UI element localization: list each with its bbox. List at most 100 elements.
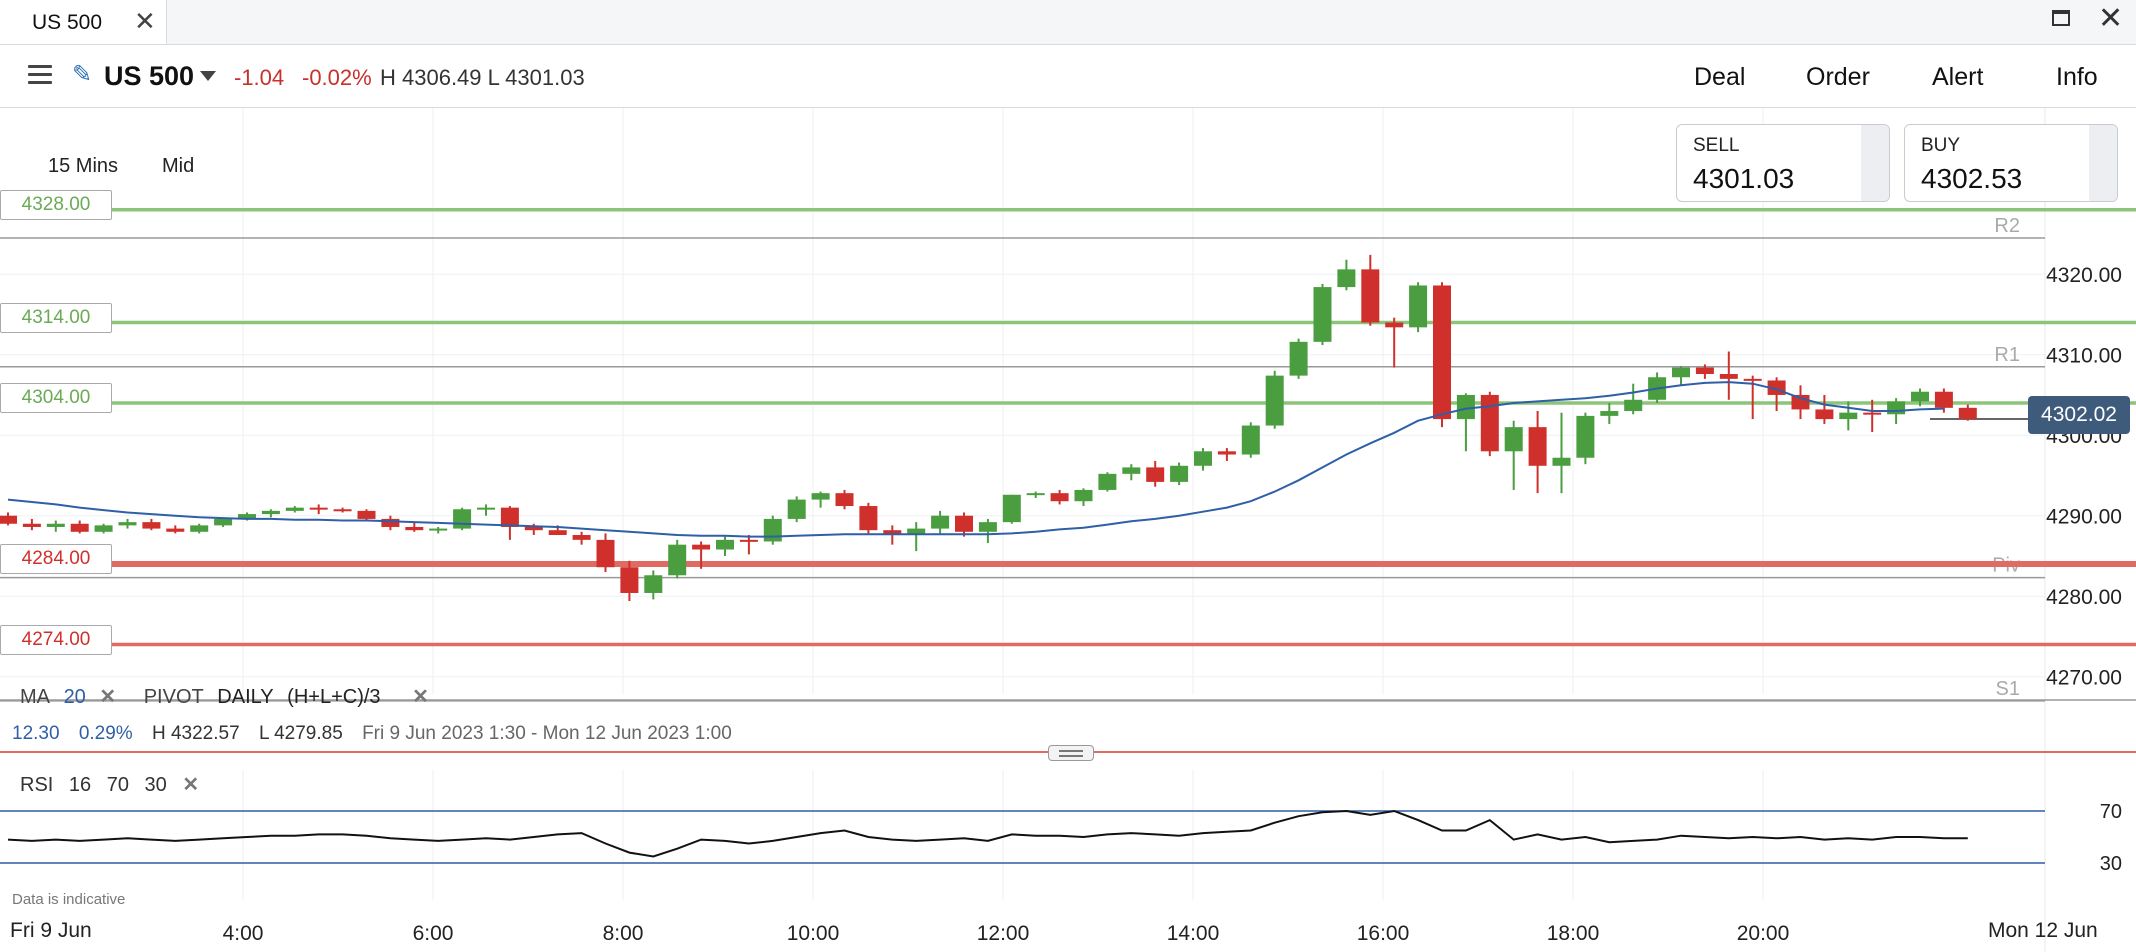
candle-body <box>1456 394 1475 420</box>
candle-body <box>1863 412 1882 415</box>
candle-body <box>1719 374 1738 379</box>
candle-body <box>1026 493 1045 496</box>
rsi-lower[interactable]: 30 <box>144 774 167 796</box>
candle-body <box>190 525 209 532</box>
candle-body <box>1743 378 1762 381</box>
level-label[interactable]: 4328.00 <box>0 190 112 220</box>
candle-body <box>1624 399 1643 412</box>
remove-pivot-icon[interactable]: ✕ <box>412 686 429 708</box>
ma-line <box>7 381 1944 538</box>
chevron-down-icon[interactable] <box>200 71 216 81</box>
candle-body <box>1337 269 1356 288</box>
tab-us500[interactable]: US 500 ✕ <box>0 0 167 44</box>
range-high: H 4322.57 <box>151 723 240 744</box>
ma-label[interactable]: MA <box>20 686 50 708</box>
candle-body <box>94 525 113 532</box>
ma-period[interactable]: 20 <box>63 686 86 708</box>
y-axis-label: 4310.00 <box>2046 345 2122 368</box>
pivot-period[interactable]: DAILY <box>217 686 274 708</box>
candle-body <box>1241 425 1260 455</box>
candle-body <box>238 514 256 519</box>
pivot-label: S1 <box>1996 678 2020 700</box>
candle-body <box>1002 494 1021 523</box>
x-axis-label: 6:00 <box>413 922 454 945</box>
sell-button[interactable]: SELL 4301.03 <box>1676 124 1890 202</box>
candle-body <box>1050 493 1069 502</box>
candle-body <box>500 507 519 527</box>
candle-body <box>477 507 495 510</box>
rsi-upper[interactable]: 70 <box>106 774 129 796</box>
price-change-pct: -0.02% <box>302 65 372 90</box>
candle-body <box>1409 285 1428 328</box>
level-label[interactable]: 4314.00 <box>0 303 112 333</box>
remove-ma-icon[interactable]: ✕ <box>99 686 117 708</box>
x-axis-label: 10:00 <box>787 922 840 945</box>
candle-body <box>1122 467 1141 474</box>
candle-body <box>1265 375 1284 426</box>
candle-body <box>1552 457 1571 466</box>
candle-body <box>46 523 65 527</box>
info-button[interactable]: Info <box>2056 63 2098 91</box>
pencil-icon[interactable]: ✎ <box>72 61 93 88</box>
y-axis-label: 4320.00 <box>2046 264 2122 287</box>
price-type-selector[interactable]: Mid <box>162 155 195 177</box>
menu-icon[interactable] <box>28 65 52 85</box>
level-label[interactable]: 4304.00 <box>0 383 112 413</box>
candle-body <box>524 526 543 531</box>
pivot-formula[interactable]: (H+L+C)/3 <box>287 686 381 708</box>
pivot-label[interactable]: PIVOT <box>143 686 204 708</box>
x-axis-end-date: Mon 12 Jun <box>1988 919 2098 942</box>
x-axis-label: 4:00 <box>223 922 264 945</box>
candle-body <box>142 522 161 529</box>
y-axis-label: 4290.00 <box>2046 506 2122 529</box>
candle-body <box>1480 394 1499 452</box>
rsi-label[interactable]: RSI <box>20 774 54 796</box>
buy-button[interactable]: BUY 4302.53 <box>1904 124 2118 202</box>
remove-rsi-icon[interactable]: ✕ <box>182 774 200 796</box>
candle-body <box>692 544 711 550</box>
candle-body <box>1194 451 1212 466</box>
candle-body <box>907 528 926 536</box>
sell-price: 4301.03 <box>1693 163 1795 194</box>
rsi-period[interactable]: 16 <box>68 774 92 796</box>
symbol-name[interactable]: US 500 <box>104 61 195 91</box>
x-axis-start-date: Fri 9 Jun <box>10 919 92 942</box>
candle-body <box>1887 401 1906 415</box>
level-label[interactable]: 4284.00 <box>0 544 112 574</box>
deal-button[interactable]: Deal <box>1694 63 1746 91</box>
candle-body <box>1146 467 1165 482</box>
order-button[interactable]: Order <box>1806 63 1870 91</box>
pane-resize-handle[interactable] <box>1048 745 1094 761</box>
tab-title: US 500 <box>32 11 103 34</box>
y-axis-label: 4270.00 <box>2046 667 2122 690</box>
candle-body <box>1098 473 1117 490</box>
alert-button[interactable]: Alert <box>1932 63 1984 91</box>
candle-body <box>214 518 233 526</box>
close-icon[interactable]: ✕ <box>134 6 156 36</box>
level-label[interactable]: 4274.00 <box>0 625 112 655</box>
window-close-icon[interactable]: ✕ <box>2098 2 2124 35</box>
candle-body <box>955 515 973 532</box>
candle-body <box>1695 367 1714 375</box>
rsi-line <box>7 809 1968 858</box>
maximize-icon[interactable] <box>2052 10 2070 26</box>
rsi-legend: RSI 16 70 30 ✕ <box>20 772 209 797</box>
x-axis-label: 16:00 <box>1357 922 1410 945</box>
candle-body <box>1361 269 1380 323</box>
candle-body <box>333 509 352 512</box>
candle-body <box>1600 411 1619 416</box>
candle-body <box>835 493 854 507</box>
candle-body <box>1958 407 1977 420</box>
high-low: H 4306.49 L 4301.03 <box>380 65 585 90</box>
x-axis-label: 14:00 <box>1167 922 1220 945</box>
candle-body <box>596 539 615 568</box>
timeframe-selector[interactable]: 15 Mins <box>48 155 119 177</box>
candle-body <box>1815 409 1834 420</box>
candle-body <box>644 575 663 593</box>
candle-body <box>859 506 878 531</box>
x-axis-label: 8:00 <box>603 922 644 945</box>
candle-body <box>548 530 567 536</box>
candle-body <box>978 522 997 532</box>
candle-body <box>931 515 950 529</box>
